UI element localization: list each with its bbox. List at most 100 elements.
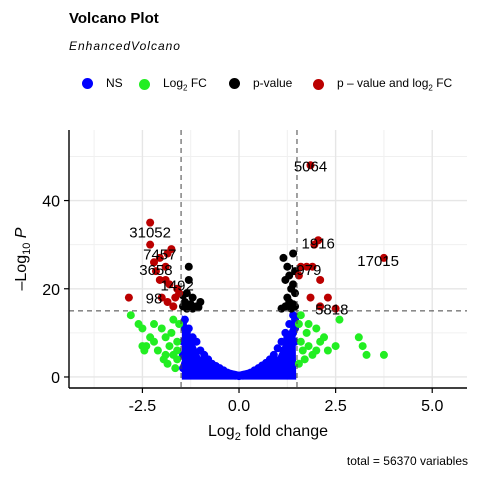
ns-point — [287, 350, 296, 359]
p-value-and-log2-fc-point — [165, 280, 174, 289]
log2-fc-point — [294, 359, 303, 368]
log2-fc-point — [358, 342, 367, 351]
p-value-point — [279, 253, 288, 262]
log2-fc-point — [294, 320, 303, 329]
p-value-and-log2-fc-point — [379, 253, 388, 262]
legend-pvalue-marker-icon — [229, 77, 240, 89]
legend-item-pvalue: p-value — [229, 76, 292, 90]
log2-fc-point — [173, 346, 182, 355]
p-value-and-log2-fc-point — [316, 302, 325, 311]
y-tick-label: 40 — [42, 194, 60, 211]
log2-fc-point — [173, 355, 182, 364]
legend-item-ns: NS — [82, 76, 123, 90]
legend-pvalue-fc-label: p – value and log2 FC — [337, 76, 453, 93]
x-tick-label: -2.5 — [129, 398, 157, 415]
p-value-point — [291, 289, 300, 298]
point-label: 1916 — [302, 235, 335, 252]
ns-point — [285, 342, 294, 351]
log2-fc-point — [296, 311, 305, 320]
ns-point — [283, 333, 292, 342]
p-value-and-log2-fc-point — [296, 262, 305, 271]
p-value-and-log2-fc-point — [155, 253, 164, 262]
p-value-and-log2-fc-point — [124, 293, 133, 302]
chart-title: Volcano Plot — [69, 10, 159, 27]
ns-point — [184, 337, 193, 346]
log2-fc-point — [379, 350, 388, 359]
point-label: 1979 — [288, 262, 321, 279]
p-value-point — [277, 304, 286, 313]
log2-fc-point — [161, 350, 170, 359]
point-label: 98 — [146, 291, 163, 308]
legend: NS Log2 FC p-value p – value and log2 FC — [0, 76, 480, 96]
log2-fc-point — [320, 333, 329, 342]
ns-point — [289, 359, 298, 368]
log2-fc-point — [138, 324, 147, 333]
log2-fc-point — [331, 342, 340, 351]
chart-subtitle: EnhancedVolcano — [69, 39, 181, 53]
ns-point — [188, 346, 197, 355]
log2-fc-point — [165, 342, 174, 351]
grid-lines — [69, 130, 467, 388]
p-value-and-log2-fc-point — [316, 275, 325, 284]
legend-ns-label: NS — [106, 76, 123, 90]
x-tick-label: 2.5 — [324, 398, 346, 415]
log2-fc-point — [302, 328, 311, 337]
log2-fc-point — [354, 333, 363, 342]
log2-fc-point — [300, 355, 309, 364]
point-label: 3658 — [139, 262, 172, 279]
log2-fc-point — [157, 324, 166, 333]
ns-point — [269, 350, 278, 359]
x-axis-title: Log2 fold change — [208, 423, 328, 443]
y-axis-title: –Log10 P — [13, 227, 33, 290]
p-value-and-log2-fc-point — [150, 258, 159, 267]
log2-fc-point — [323, 346, 332, 355]
point-label: 5818 — [315, 302, 348, 319]
ns-point — [192, 355, 201, 364]
p-value-point — [289, 280, 298, 289]
p-value-and-log2-fc-point — [306, 161, 315, 170]
p-value-and-log2-fc-point — [146, 218, 155, 227]
p-value-point — [283, 262, 292, 271]
log2-fc-point — [161, 333, 170, 342]
p-value-and-log2-fc-point — [161, 262, 170, 271]
p-value-and-log2-fc-point — [155, 275, 164, 284]
log2-fc-point — [312, 324, 321, 333]
log2-fc-point — [153, 346, 162, 355]
log2-fc-point — [335, 315, 344, 324]
p-value-point — [291, 302, 300, 311]
ns-point — [277, 337, 286, 346]
p-value-and-log2-fc-point — [314, 236, 323, 245]
ns-point — [289, 328, 298, 337]
point-label: 5064 — [294, 158, 327, 175]
legend-log2fc-label: Log2 FC — [163, 76, 207, 93]
point-label: 1492 — [161, 277, 194, 294]
log2-fc-point — [304, 342, 313, 351]
legend-item-log2fc: Log2 FC — [139, 76, 207, 92]
p-value-and-log2-fc-point — [163, 298, 172, 306]
p-value-and-log2-fc-point — [157, 293, 166, 302]
log2-fc-point — [362, 350, 371, 359]
legend-log2fc-marker-icon — [139, 78, 150, 90]
ns-point — [279, 346, 288, 355]
ns-point — [182, 328, 191, 337]
x-tick-label: 0.0 — [228, 398, 250, 415]
legend-item-pvalue-and-fc: p – value and log2 FC — [313, 76, 452, 92]
p-value-point — [281, 275, 290, 284]
p-value-point — [289, 249, 298, 258]
p-value-and-log2-fc-point — [306, 293, 315, 302]
total-caption: total = 56370 variables — [346, 454, 468, 468]
ns-point — [277, 361, 286, 370]
ns-point — [285, 320, 294, 329]
log2-fc-point — [167, 328, 176, 337]
y-tick-label: 20 — [42, 282, 60, 299]
log2-fc-point — [169, 315, 178, 324]
log2-fc-point — [312, 346, 321, 355]
axes: -2.5 0.0 2.5 5.0 0 20 40 Log2 fold change –Log10… — [13, 130, 467, 443]
p-value-and-log2-fc-point — [323, 293, 332, 302]
legend-pvalue-label: p-value — [253, 76, 293, 90]
log2-fc-point — [304, 320, 313, 329]
p-value-and-log2-fc-point — [146, 240, 155, 249]
log2-fc-point — [140, 346, 149, 355]
p-value-point — [188, 293, 197, 302]
